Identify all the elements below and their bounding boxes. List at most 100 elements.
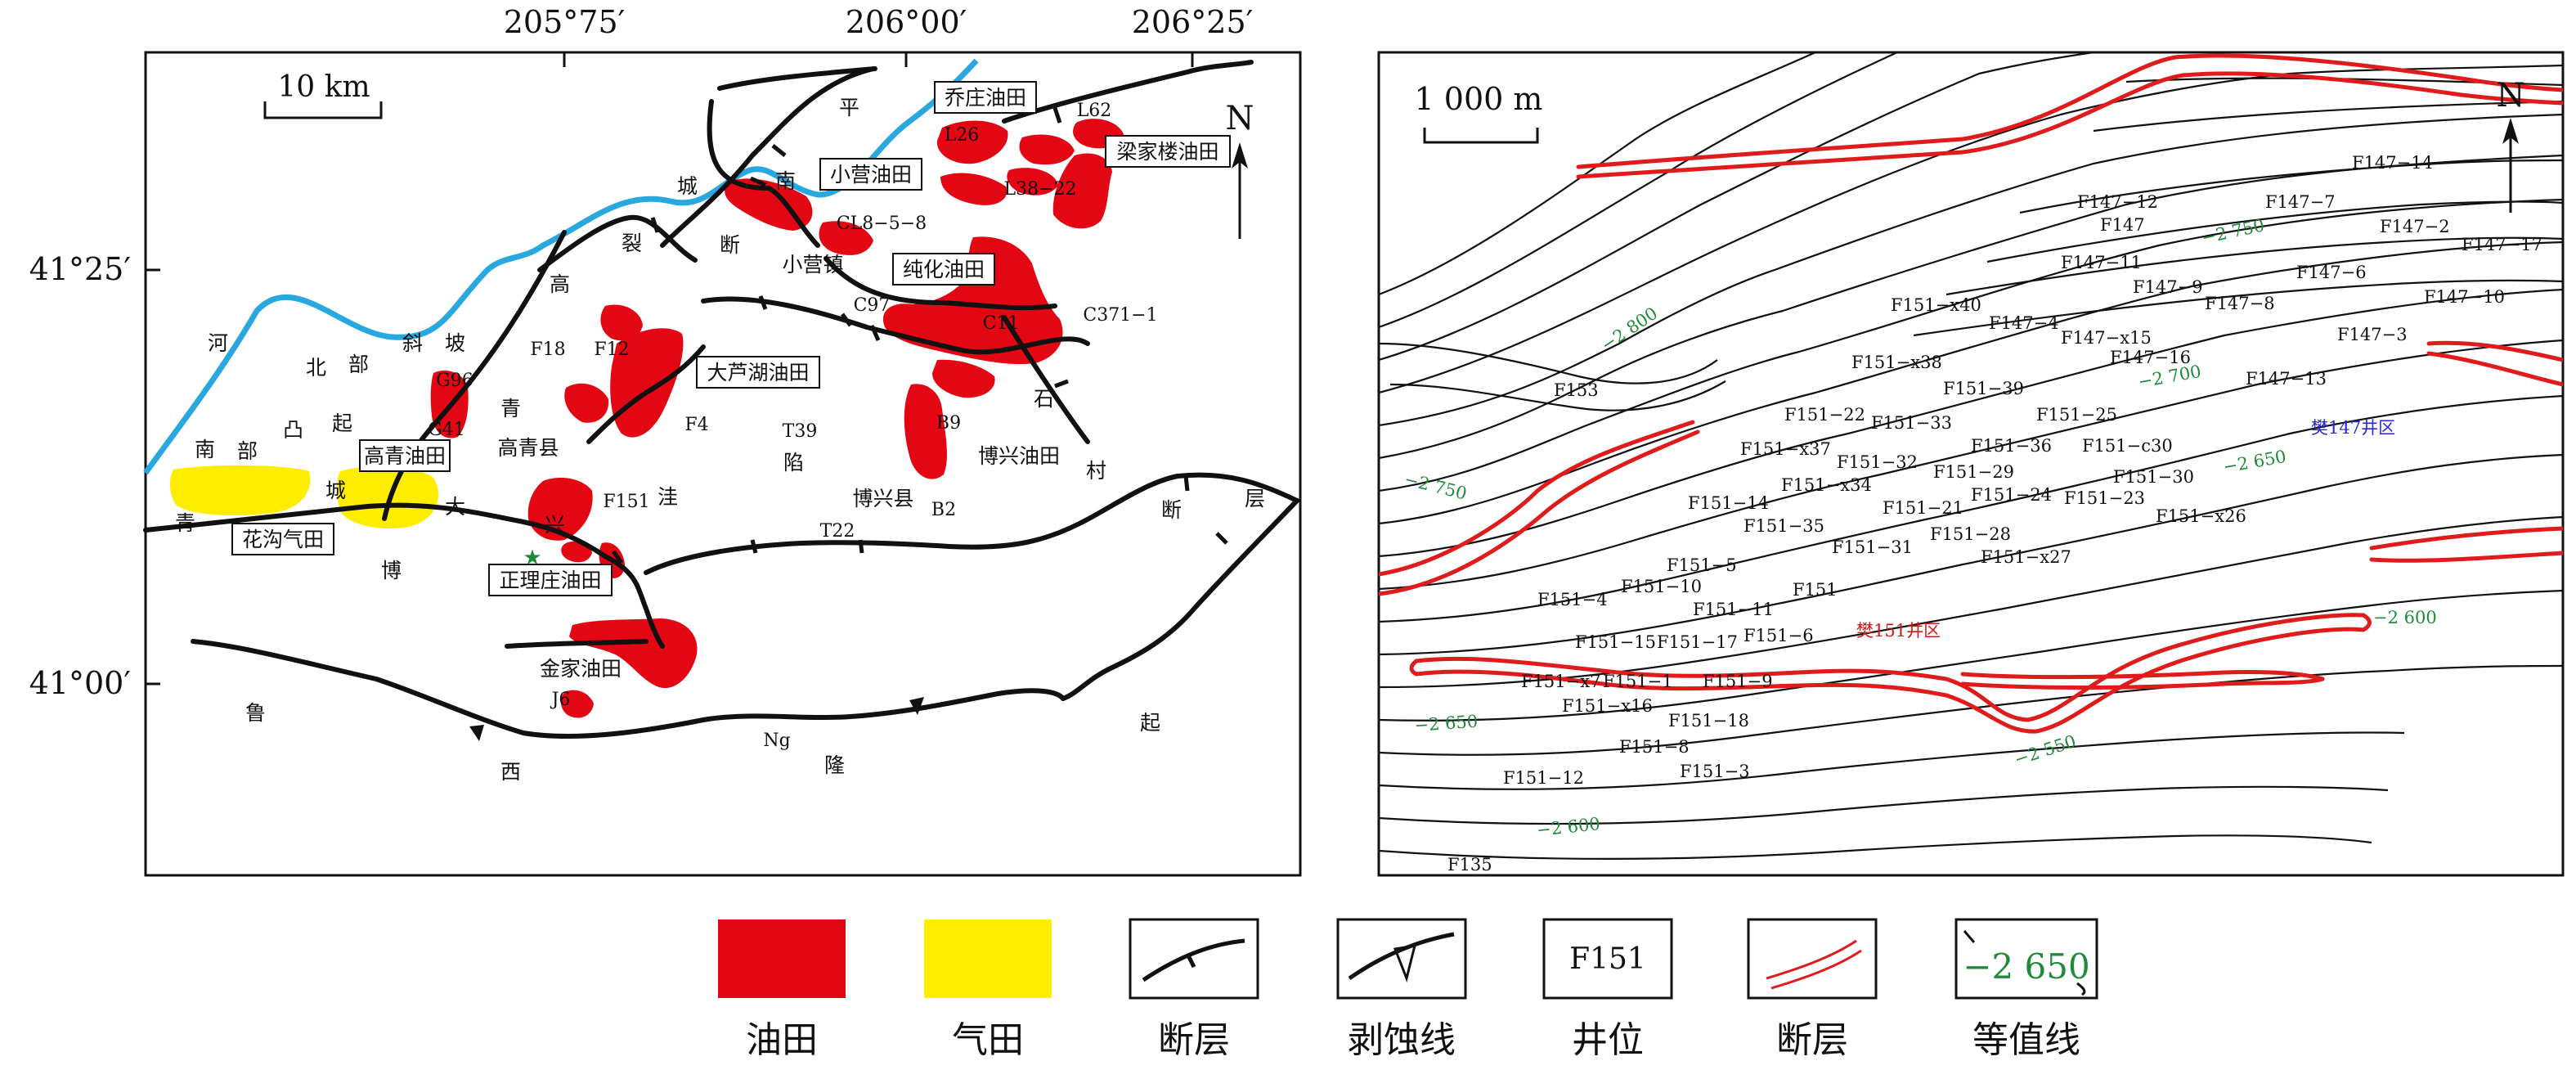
legend-oil-swatch — [718, 919, 846, 998]
svg-text:−2 650: −2 650 — [1414, 712, 1479, 735]
svg-text:F151−30: F151−30 — [2113, 467, 2194, 487]
svg-text:F151−3: F151−3 — [1680, 762, 1750, 781]
legend-contour-label: 等值线 — [1972, 1019, 2080, 1061]
town-xiaoying: 小营镇 — [782, 253, 843, 276]
svg-text:F151−21: F151−21 — [1883, 498, 1963, 518]
legend-contour-sample: −2 650 — [1963, 946, 2089, 987]
svg-text:F151−32: F151−32 — [1837, 452, 1918, 472]
svg-text:F151−9: F151−9 — [1703, 672, 1773, 691]
svg-text:F147−3: F147−3 — [2337, 325, 2408, 344]
svg-text:城: 城 — [325, 479, 346, 502]
legend-redfault-label: 断层 — [1776, 1019, 1848, 1061]
county-boxing: 博兴县 — [852, 487, 913, 510]
well-L26: L26 — [945, 125, 980, 146]
legend-erosion-box — [1336, 918, 1467, 1000]
right-map-frame — [1377, 51, 2565, 877]
svg-text:坡: 坡 — [445, 331, 465, 355]
well-B2: B2 — [931, 500, 956, 520]
svg-text:F151−39: F151−39 — [1943, 379, 2024, 398]
svg-text:F147−10: F147−10 — [2424, 287, 2505, 307]
label-Ng: Ng — [763, 731, 790, 751]
svg-text:F151−10: F151−10 — [1621, 577, 1702, 596]
svg-text:F147−11: F147−11 — [2061, 253, 2142, 272]
svg-text:部: 部 — [348, 353, 369, 376]
field-boxing: 博兴油田 — [978, 444, 1060, 468]
well-T22: T22 — [820, 521, 855, 542]
coord-left-1: 41°25′ — [29, 251, 131, 287]
gas-fields — [169, 465, 439, 529]
svg-text:石: 石 — [1034, 387, 1054, 411]
svg-text:F135: F135 — [1447, 855, 1492, 874]
svg-text:F151−x40: F151−x40 — [1891, 295, 1981, 315]
label-xiaoying: 小营油田 — [830, 163, 912, 187]
well-C97: C97 — [854, 295, 891, 316]
svg-text:F151−23: F151−23 — [2064, 488, 2145, 508]
label-huagou: 花沟气田 — [242, 528, 324, 551]
svg-text:F147−9: F147−9 — [2133, 277, 2203, 297]
right-north-label: N — [2497, 77, 2525, 115]
svg-text:北: 北 — [306, 356, 326, 380]
legend-redfault-box — [1747, 918, 1878, 1000]
svg-text:F151−14: F151−14 — [1688, 493, 1769, 513]
well-C371-1: C371−1 — [1083, 305, 1157, 326]
svg-text:南: 南 — [775, 169, 796, 193]
svg-text:F151−c30: F151−c30 — [2082, 436, 2173, 456]
svg-text:F147−7: F147−7 — [2265, 192, 2336, 212]
label-daluhu: 大芦湖油田 — [707, 361, 809, 384]
svg-text:青: 青 — [175, 511, 195, 535]
svg-text:F147−14: F147−14 — [2352, 153, 2433, 173]
fault-ticks — [611, 107, 1228, 564]
well-G41: G41 — [428, 420, 465, 440]
svg-text:F147−2: F147−2 — [2380, 217, 2450, 236]
svg-text:鲁: 鲁 — [245, 701, 266, 725]
well-F151: F151 — [603, 492, 649, 512]
svg-text:河: 河 — [208, 331, 228, 355]
svg-text:F151−33: F151−33 — [1871, 413, 1952, 433]
svg-text:F151−29: F151−29 — [1933, 462, 2014, 482]
legend-oil-label: 油田 — [746, 1019, 818, 1061]
svg-text:断: 断 — [720, 233, 740, 257]
legend-gas-label: 气田 — [952, 1019, 1024, 1061]
svg-text:部: 部 — [237, 439, 258, 463]
svg-text:兴: 兴 — [545, 513, 565, 537]
coord-top-2: 206°00′ — [846, 4, 967, 40]
svg-text:F151−25: F151−25 — [2036, 405, 2117, 425]
svg-text:凸: 凸 — [283, 418, 303, 442]
coord-top-3: 206°25′ — [1132, 4, 1254, 40]
svg-text:F151−x34: F151−x34 — [1781, 475, 1872, 495]
svg-text:层: 层 — [1245, 487, 1265, 510]
label-chunhua: 纯化油田 — [903, 258, 985, 281]
svg-text:断: 断 — [1161, 498, 1182, 522]
well-J6: J6 — [550, 690, 571, 710]
svg-text:F147−13: F147−13 — [2246, 369, 2327, 389]
svg-text:南: 南 — [195, 438, 215, 461]
svg-text:青: 青 — [500, 397, 521, 420]
svg-text:F151−22: F151−22 — [1784, 405, 1865, 425]
left-scale-label: 10 km — [277, 70, 370, 104]
legend-fault-box — [1129, 918, 1259, 1000]
svg-text:平: 平 — [839, 96, 859, 119]
legend-well-label: 井位 — [1572, 1019, 1644, 1061]
svg-text:高: 高 — [550, 272, 570, 296]
svg-text:城: 城 — [677, 174, 698, 198]
well-L38-22: L38−22 — [1003, 179, 1076, 200]
fault-lines — [143, 60, 1299, 739]
right-scale-bar — [1423, 128, 1539, 144]
svg-text:F147−17: F147−17 — [2462, 235, 2542, 254]
legend-well-sample: F151 — [1569, 942, 1646, 976]
right-well-labels: F147−14 F147−12 F147−7 F147 F147−2 F147−… — [1447, 153, 2542, 874]
well-F4: F4 — [684, 415, 708, 435]
well-L62: L62 — [1077, 101, 1112, 121]
legend: 油田 气田 断层 剥蚀线 F151 井位 断层 −2 650 等值线 — [718, 918, 2098, 1061]
svg-text:F151−x27: F151−x27 — [1981, 547, 2071, 567]
svg-text:F151−36: F151−36 — [1971, 436, 2052, 456]
left-scale-bar — [263, 101, 383, 119]
svg-text:F151−6: F151−6 — [1744, 626, 1814, 645]
svg-text:F147: F147 — [2100, 215, 2145, 235]
svg-text:F147−x15: F147−x15 — [2061, 328, 2152, 348]
svg-text:起: 起 — [332, 411, 352, 435]
svg-text:−2 600: −2 600 — [2373, 608, 2437, 627]
right-map: 1 000 m N F147−14 F147−12 F147−7 F147 F1… — [1377, 51, 2565, 877]
svg-text:西: 西 — [500, 760, 521, 784]
